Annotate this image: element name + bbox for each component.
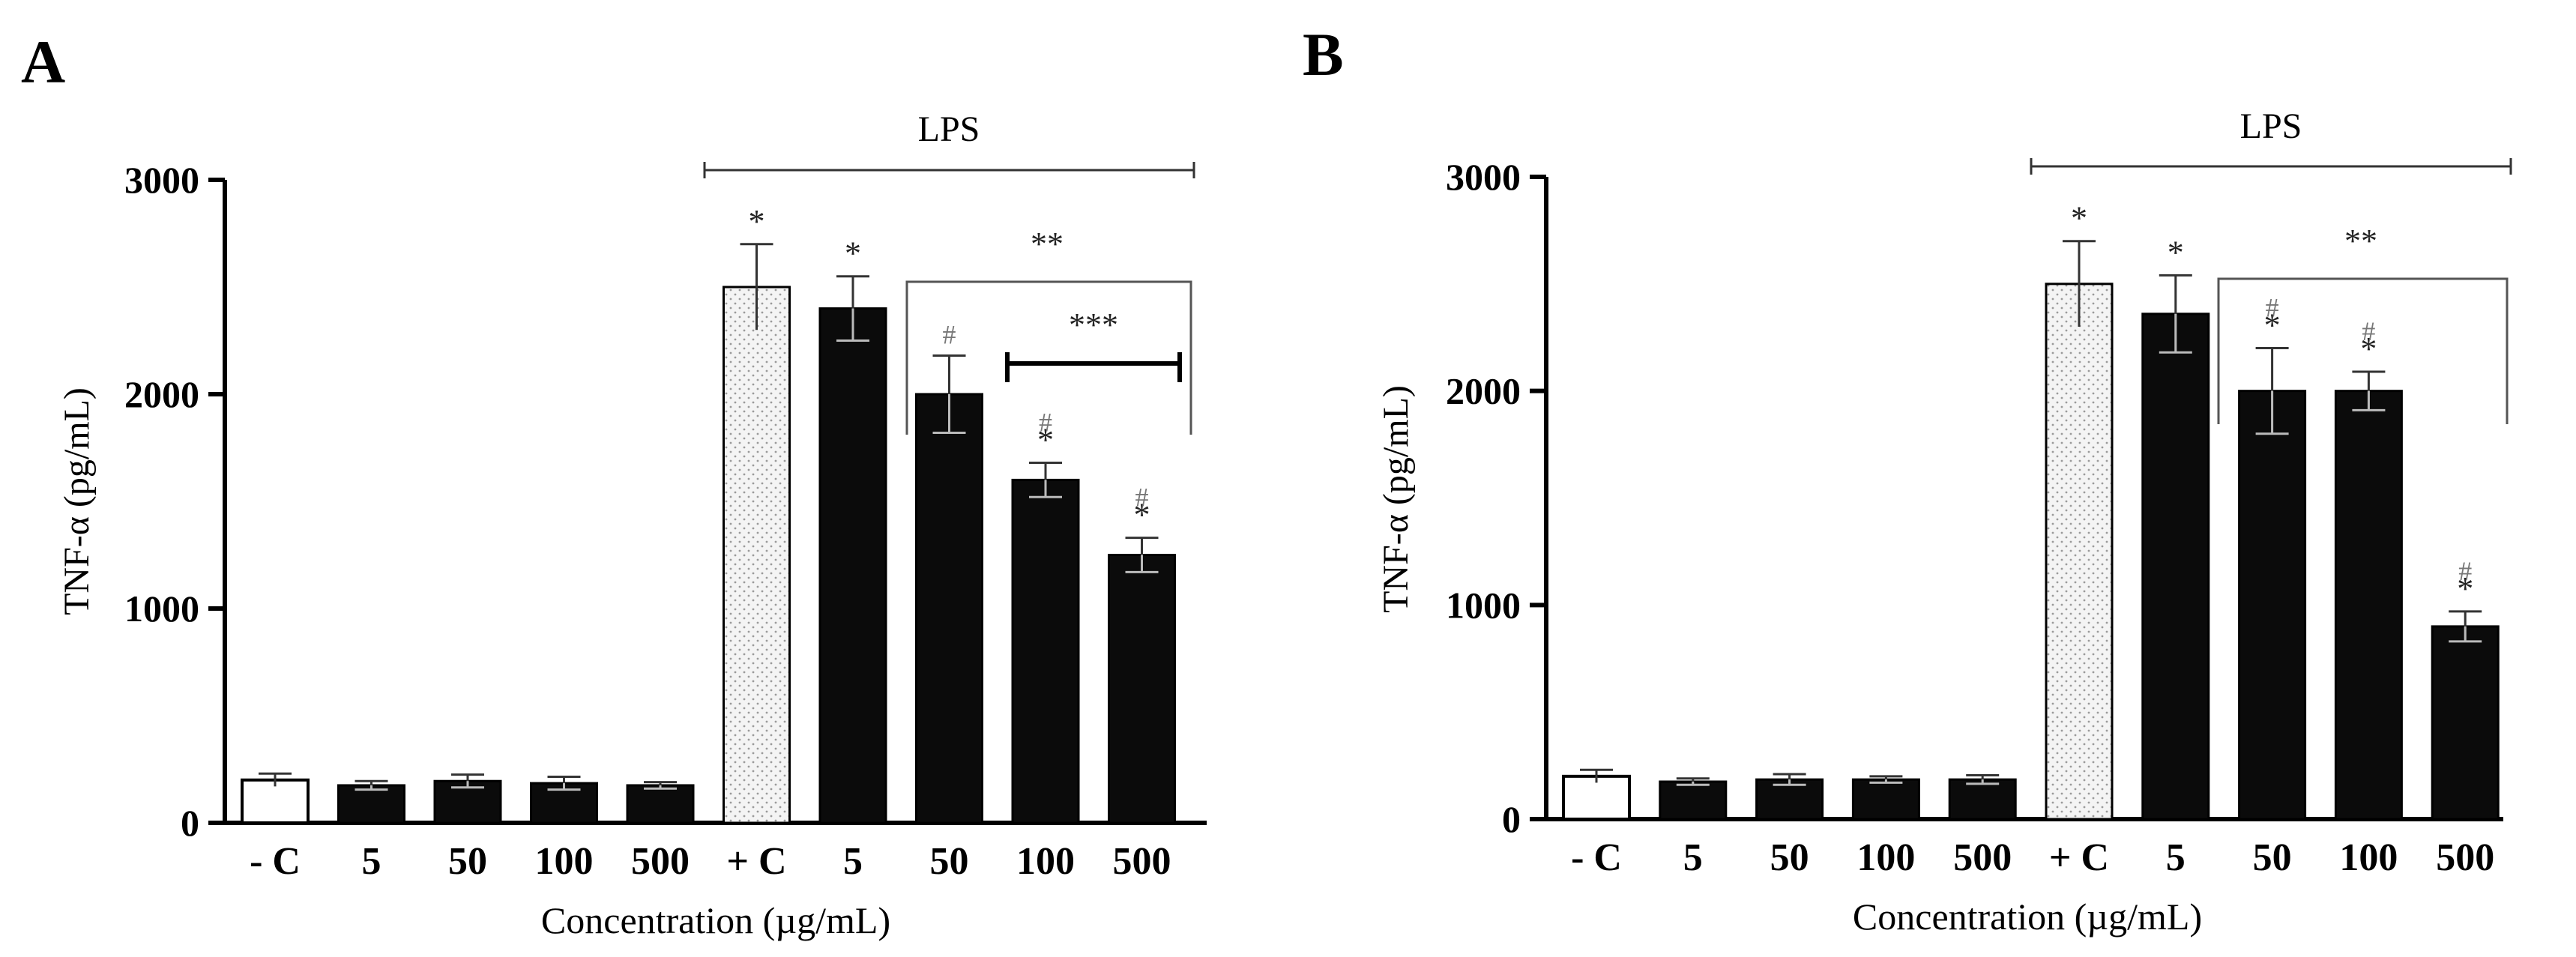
panel-a-double-star-bracket: **: [905, 226, 1192, 435]
panel-a-x-axis-label: Concentration (µg/mL): [541, 899, 890, 941]
panel-a-hash-mark: #: [1039, 408, 1052, 438]
panel-b-bar: [1562, 774, 1631, 821]
panel-b-lps-bracket: LPS: [2030, 106, 2512, 175]
panel-b-hash-mark: #: [2458, 556, 2472, 586]
panel-b-x-tick-label: 100: [2339, 836, 2398, 879]
panel-a-bar: [337, 784, 405, 824]
panel-b-star-mark: *: [2457, 570, 2473, 607]
panel-a-error-bars: [259, 243, 1159, 791]
panel-a-bar: [1011, 478, 1080, 824]
panel-a-x-tick-labels: - C 5 50 100 500 + C 5 50 100 500: [250, 840, 1171, 883]
panel-a-x-tick-label: - C: [250, 840, 301, 883]
panel-a-star-mark: *: [1037, 422, 1054, 459]
panel-b-hash-mark: #: [2266, 293, 2279, 323]
panel-a-bar: [915, 393, 983, 824]
panel-a-triple-star-bracket: ***: [1005, 307, 1182, 382]
panel-b-x-tick-label: 500: [2436, 836, 2494, 879]
panel-a-x-tick-label: 50: [930, 840, 969, 883]
panel-a-star-mark: *: [749, 203, 765, 240]
panel-a-hash-mark: #: [1135, 483, 1149, 513]
panel-b-x-tick-label: - C: [1571, 836, 1622, 879]
panel-b-x-tick-label: 50: [2253, 836, 2292, 879]
panel-a-triple-star-label: ***: [1069, 307, 1118, 343]
panel-a-x-tick-label: + C: [726, 840, 786, 883]
panel-b-star-mark: *: [2071, 200, 2087, 237]
panel-b-bar: [2238, 390, 2307, 821]
panel-b-bar: [1851, 778, 1920, 821]
panel-a-x-tick-label: 500: [1113, 840, 1171, 883]
panel-b-y-ticks: 0 1000 2000 3000: [1446, 156, 1546, 840]
panel-a-y-tick-label: 2000: [124, 373, 199, 415]
panel-b-y-axis-label: TNF-α (pg/mL): [1376, 385, 1416, 613]
panel-a-x-tick-label: 5: [362, 840, 381, 883]
panel-b-bar: [2334, 390, 2403, 821]
panel-b-x-tick-label: 50: [1770, 836, 1809, 879]
panel-b-error-bars: [1580, 240, 2482, 786]
panel-a-bar: [818, 307, 887, 824]
panel-a-x-tick-label: 50: [448, 840, 487, 883]
panel-a-x-tick-label: 5: [843, 840, 863, 883]
panel-b-bars: [1562, 283, 2500, 821]
panel-a-bar: [1108, 554, 1176, 824]
panel-a-label: A: [21, 28, 65, 96]
panel-b-y-tick-label: 0: [1502, 798, 1521, 840]
panel-b: B 0 1000 2000 3000 TNF-α (pg/mL) Concentrat…: [1303, 20, 2512, 938]
panel-b-y-tick-label: 3000: [1446, 156, 1521, 198]
panel-b-x-tick-label: 5: [2166, 836, 2186, 879]
panel-b-bar: [1659, 780, 1728, 821]
panel-b-annotations: ***#*#*#: [2071, 200, 2473, 607]
panel-a-y-axis-label: TNF-α (pg/mL): [57, 387, 97, 615]
panel-b-x-tick-label: 5: [1683, 836, 1703, 879]
panel-b-x-axis-label: Concentration (µg/mL): [1853, 896, 2202, 938]
panel-b-star-mark: *: [2168, 234, 2184, 271]
panel-b-double-star-bracket: **: [2217, 223, 2509, 424]
panel-b-y-tick-label: 2000: [1446, 370, 1521, 412]
panel-b-bar: [2431, 625, 2500, 821]
panel-a-y-tick-label: 1000: [124, 588, 199, 630]
panel-a-x-tick-label: 100: [1016, 840, 1075, 883]
panel-b-x-tick-labels: - C 5 50 100 500 + C 5 50 100 500: [1571, 836, 2494, 879]
panel-a: A 0 1000 2000 3000 TNF-α (pg/mL) Concentrat…: [21, 28, 1207, 941]
panel-b-hash-mark: #: [2362, 316, 2375, 346]
panel-a-lps-bracket: LPS: [703, 109, 1195, 178]
panel-a-star-mark: *: [845, 235, 861, 272]
panel-b-label: B: [1303, 20, 1344, 88]
panel-a-star-mark: *: [1134, 497, 1150, 534]
panel-a-double-star-label: **: [1031, 226, 1064, 262]
panel-a-lps-label: LPS: [918, 109, 980, 149]
panel-a-bar: [723, 286, 791, 824]
panel-b-bar: [1948, 778, 2017, 821]
panel-b-x-tick-label: 100: [1856, 836, 1915, 879]
panel-a-y-ticks: 0 1000 2000 3000: [124, 159, 225, 844]
panel-b-bar: [2141, 313, 2210, 821]
panel-b-bar: [2045, 283, 2114, 821]
panel-a-annotations: **#*#*#: [749, 203, 1150, 534]
panel-a-bar: [626, 784, 695, 824]
panel-a-hash-mark: #: [943, 320, 956, 350]
panel-b-lps-label: LPS: [2240, 106, 2302, 146]
panel-a-y-tick-label: 3000: [124, 159, 199, 201]
panel-a-x-tick-label: 100: [535, 840, 594, 883]
panel-b-y-tick-label: 1000: [1446, 584, 1521, 626]
panel-b-star-mark: *: [2264, 307, 2281, 344]
panel-a-y-tick-label: 0: [181, 802, 199, 844]
panel-a-x-tick-label: 500: [631, 840, 690, 883]
panel-b-x-tick-label: + C: [2049, 836, 2109, 879]
panel-a-bars: [241, 286, 1176, 825]
panel-b-double-star-label: **: [2344, 223, 2377, 259]
panel-b-star-mark: *: [2360, 330, 2377, 367]
panel-b-x-tick-label: 500: [1953, 836, 2012, 879]
